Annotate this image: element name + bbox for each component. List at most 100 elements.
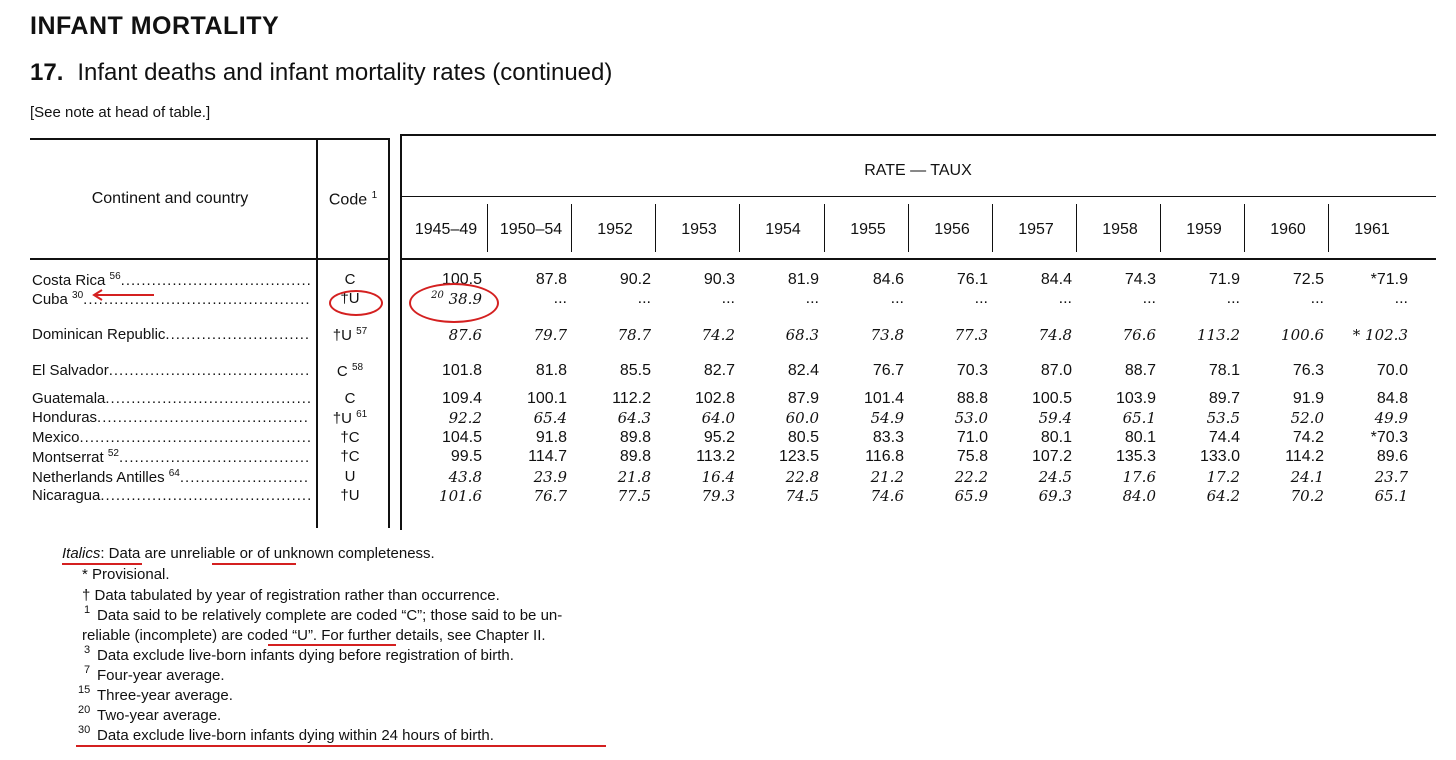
country-name: Mexico..................................… [32, 429, 312, 446]
rate-header: RATE — TAUX [864, 162, 972, 179]
year-column-rule [824, 204, 825, 252]
rate-cell: 21.2 [870, 468, 904, 486]
table-title: 17. Infant deaths and infant mortality ra… [30, 59, 612, 87]
rate-cell: 65.9 [954, 487, 988, 505]
rate-cell: 90.3 [703, 271, 735, 288]
country-label: Guatemala [32, 390, 106, 407]
rate-cell: 89.7 [1208, 390, 1240, 407]
country-column-header: Continent and country [91, 190, 249, 207]
year-column-rule [908, 204, 909, 252]
year-column-rule [1244, 204, 1245, 252]
rate-cell: 22.2 [954, 468, 988, 486]
country-label: El Salvador [32, 362, 109, 379]
country-code: C 58 [336, 362, 364, 380]
rate-cell: 68.3 [785, 326, 819, 344]
leader-dots: ..................................... [119, 449, 311, 466]
year-header: 1955 [850, 221, 886, 238]
rate-subheader-rule [400, 196, 1436, 197]
rate-cell: 71.0 [956, 429, 988, 446]
rate-cell: 135.3 [1115, 448, 1156, 465]
rate-cell: 74.3 [1124, 271, 1156, 288]
country-code: †C [340, 429, 360, 446]
footnote-1-line2: reliable (incomplete) are coded “U”. For… [82, 627, 546, 644]
rate-cell: 77.3 [954, 326, 988, 344]
country-name: Montserrat 52...........................… [32, 448, 310, 466]
rate-cell: 60.0 [785, 409, 819, 427]
rate-cell: ... [637, 290, 651, 307]
rate-cell: 107.2 [1031, 448, 1072, 465]
country-code: C [344, 271, 356, 288]
italics-text: : Data are unreliable or of unknown comp… [100, 545, 435, 562]
rate-cell: 23.7 [1374, 468, 1408, 486]
footnote-15-symbol: 15 [78, 684, 91, 696]
country-code: †U 57 [332, 326, 368, 344]
footnote-7-symbol: 7 [84, 664, 91, 676]
rate-cell: 53.5 [1206, 409, 1240, 427]
country-name: Cuba 30.................................… [32, 290, 311, 308]
year-header: 1958 [1102, 221, 1138, 238]
leader-dots: ........................................… [79, 429, 313, 446]
footnote-3-symbol: 3 [84, 644, 91, 656]
rate-cell: 76.3 [1292, 362, 1324, 379]
rate-cell: ... [721, 290, 735, 307]
rate-cell: 59.4 [1038, 409, 1072, 427]
rate-cell: 87.0 [1040, 362, 1072, 379]
rate-cell: ... [974, 290, 988, 307]
year-column-rule [571, 204, 572, 252]
code-col-left-rule [316, 140, 318, 528]
rate-cell: 74.2 [701, 326, 735, 344]
rate-cell: 80.1 [1040, 429, 1072, 446]
rate-cell: 84.4 [1040, 271, 1072, 288]
rate-cell: 74.8 [1038, 326, 1072, 344]
leader-dots: ............................ [165, 326, 311, 343]
rate-cell: 88.8 [956, 390, 988, 407]
rate-cell: 64.0 [701, 409, 735, 427]
country-label: Nicaragua [32, 487, 101, 504]
rate-cell: 65.4 [533, 409, 567, 427]
rate-cell: 23.9 [533, 468, 567, 486]
rate-cell: 65.1 [1374, 487, 1408, 505]
year-column-rule [487, 204, 488, 252]
rate-cell: 114.7 [528, 448, 567, 465]
rate-cell: 91.9 [1292, 390, 1324, 407]
country-label: Netherlands Antilles [32, 469, 165, 486]
rate-cell: 81.9 [787, 271, 819, 288]
year-column-rule [1160, 204, 1161, 252]
rate-cell: 64.3 [617, 409, 651, 427]
rate-cell: 74.5 [785, 487, 819, 505]
footnote-20-symbol: 20 [78, 704, 91, 716]
rate-cell: 116.8 [865, 448, 904, 465]
rate-cell: ... [805, 290, 819, 307]
rate-cell: 83.3 [872, 429, 904, 446]
footnote-1-line1: Data said to be relatively complete are … [97, 607, 563, 624]
rate-cell: 133.0 [1199, 448, 1240, 465]
rate-cell: 17.2 [1206, 468, 1240, 486]
rate-cell: 92.2 [448, 409, 482, 427]
rate-cell: 84.8 [1376, 390, 1408, 407]
rate-cell: 101.4 [863, 390, 904, 407]
rate-cell: 64.2 [1206, 487, 1240, 505]
rate-cell: ... [890, 290, 904, 307]
country-name: Honduras................................… [32, 409, 309, 426]
rate-cell: 69.3 [1038, 487, 1072, 505]
country-footnote-ref: 30 [72, 290, 84, 301]
rate-cell: 100.1 [526, 390, 567, 407]
country-code: †C [340, 448, 360, 465]
rate-cell: 73.8 [870, 326, 904, 344]
rate-cell: ... [1310, 290, 1324, 307]
leader-dots: ..................................... [120, 272, 312, 289]
rate-cell: 70.0 [1376, 362, 1408, 379]
table-top-rule [30, 138, 390, 140]
rate-cell: 114.2 [1285, 448, 1324, 465]
underline-unreliable [212, 563, 296, 565]
rate-cell: 79.3 [701, 487, 735, 505]
rate-cell: 49.9 [1374, 409, 1408, 427]
footnote-dagger: † Data tabulated by year of registration… [82, 587, 500, 604]
country-name: Guatemala...............................… [32, 390, 312, 407]
year-header: 1961 [1354, 221, 1390, 238]
underline-italics [62, 563, 142, 565]
country-name: Costa Rica 56...........................… [32, 271, 312, 289]
rate-cell: 87.9 [787, 390, 819, 407]
rate-cell: 89.8 [619, 448, 651, 465]
header-bottom-rule [30, 258, 390, 260]
